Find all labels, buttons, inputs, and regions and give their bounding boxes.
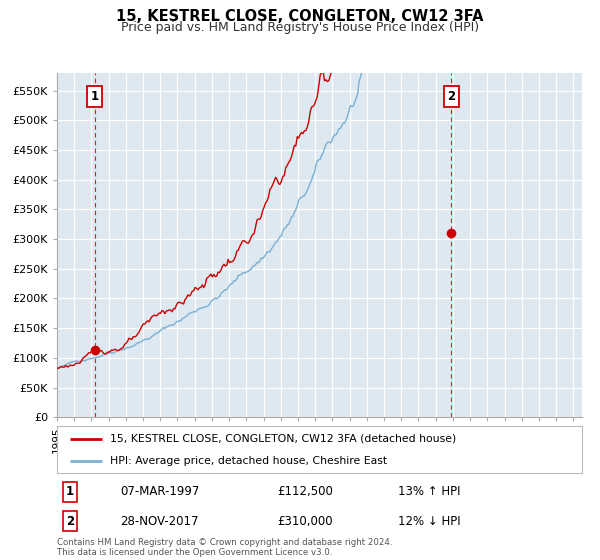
Text: 15, KESTREL CLOSE, CONGLETON, CW12 3FA: 15, KESTREL CLOSE, CONGLETON, CW12 3FA xyxy=(116,9,484,24)
Text: £112,500: £112,500 xyxy=(277,486,334,498)
Text: 13% ↑ HPI: 13% ↑ HPI xyxy=(398,486,461,498)
Text: 1: 1 xyxy=(66,486,74,498)
Text: 1: 1 xyxy=(91,90,98,103)
Point xyxy=(446,228,456,237)
Text: Contains HM Land Registry data © Crown copyright and database right 2024.
This d: Contains HM Land Registry data © Crown c… xyxy=(57,538,392,557)
Text: £310,000: £310,000 xyxy=(277,515,333,528)
Text: 07-MAR-1997: 07-MAR-1997 xyxy=(120,486,199,498)
Text: 2: 2 xyxy=(66,515,74,528)
Text: 2: 2 xyxy=(447,90,455,103)
Text: 28-NOV-2017: 28-NOV-2017 xyxy=(120,515,199,528)
Point xyxy=(90,346,100,355)
Text: HPI: Average price, detached house, Cheshire East: HPI: Average price, detached house, Ches… xyxy=(110,456,386,466)
Text: 12% ↓ HPI: 12% ↓ HPI xyxy=(398,515,461,528)
Text: Price paid vs. HM Land Registry's House Price Index (HPI): Price paid vs. HM Land Registry's House … xyxy=(121,21,479,34)
Text: 15, KESTREL CLOSE, CONGLETON, CW12 3FA (detached house): 15, KESTREL CLOSE, CONGLETON, CW12 3FA (… xyxy=(110,434,456,444)
